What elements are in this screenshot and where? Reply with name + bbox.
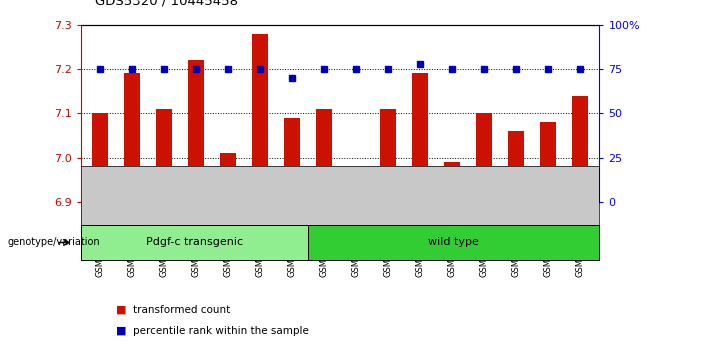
- Bar: [308, 225, 599, 260]
- Text: ■: ■: [116, 305, 126, 315]
- Bar: [316, 109, 332, 202]
- Text: GDS5320 / 10445458: GDS5320 / 10445458: [95, 0, 238, 7]
- Bar: [156, 109, 172, 202]
- Text: Pdgf-c transgenic: Pdgf-c transgenic: [146, 238, 243, 247]
- Bar: [540, 122, 556, 202]
- Bar: [284, 118, 300, 202]
- Bar: [81, 225, 308, 260]
- Bar: [252, 34, 268, 202]
- Text: wild type: wild type: [428, 238, 479, 247]
- Text: percentile rank within the sample: percentile rank within the sample: [133, 326, 309, 336]
- Text: transformed count: transformed count: [133, 305, 231, 315]
- Bar: [124, 74, 140, 202]
- Bar: [476, 113, 492, 202]
- Bar: [220, 153, 236, 202]
- Bar: [92, 113, 108, 202]
- Bar: [412, 74, 428, 202]
- Bar: [508, 131, 524, 202]
- Bar: [572, 96, 588, 202]
- Text: ■: ■: [116, 326, 126, 336]
- Text: genotype/variation: genotype/variation: [7, 238, 100, 247]
- Bar: [188, 60, 204, 202]
- Bar: [348, 171, 364, 202]
- Bar: [444, 162, 460, 202]
- Bar: [380, 109, 396, 202]
